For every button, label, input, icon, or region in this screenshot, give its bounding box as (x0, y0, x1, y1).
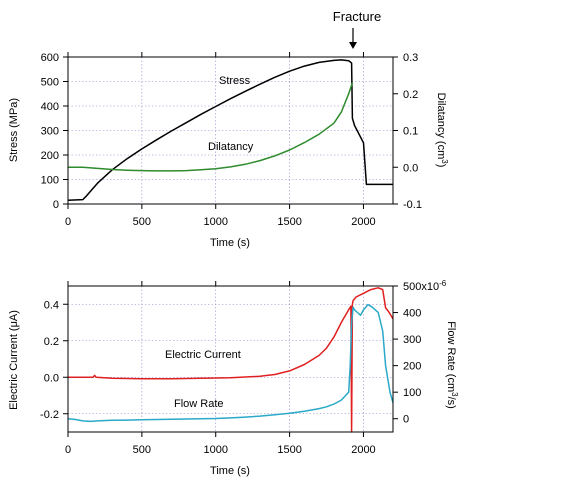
stress-line (67, 59, 393, 202)
y-tick-label: 200 (41, 150, 59, 162)
top-right-axis-title-sup: 3 (440, 159, 449, 164)
y-tick-label: 0.0 (44, 372, 59, 384)
y-tick-label: 100 (41, 175, 59, 187)
electric-current-line (68, 287, 394, 433)
y-tick-label: 0.4 (44, 299, 59, 311)
x-tick-label: 1000 (203, 444, 227, 456)
top-left-axis: 0 100 200 300 400 500 600 (41, 52, 68, 211)
top-right-axis: -0.1 0.0 0.1 0.2 0.3 (393, 52, 422, 211)
x-tick-label: 500 (133, 216, 151, 228)
x-tick-label: 1500 (277, 216, 301, 228)
x-tick-label: 2000 (351, 216, 375, 228)
electric-current-series-label: Electric Current (165, 349, 241, 361)
y2-tick-label: 200 (403, 361, 421, 373)
bottom-right-axis-title-main: Flow Rate (cm (445, 321, 457, 392)
dilatancy-series-label: Dilatancy (208, 141, 254, 153)
x-tick-label: 2000 (351, 444, 375, 456)
y-tick-label: 500 (41, 77, 59, 89)
y2-tick-label: 0.0 (403, 162, 418, 174)
top-grid (68, 57, 393, 204)
y2-tick-label: 0 (403, 414, 409, 426)
y2-exponent: x10 (421, 281, 439, 293)
y2-tick-label: -0.1 (403, 199, 422, 211)
y-tick-label: 0.2 (44, 336, 59, 348)
y2-tick-label: 0.2 (403, 89, 418, 101)
top-series-group (67, 59, 393, 202)
bottom-right-axis-title: Flow Rate (cm3/s) (445, 321, 459, 409)
y2-tick-label: 500x10-6 (403, 279, 447, 293)
top-right-axis-title: Dilatancy (cm3) (435, 93, 449, 168)
top-x-axis-title: Time (s) (210, 237, 250, 249)
y2-tick-label: 400 (403, 308, 421, 320)
bottom-x-axis: 0 500 1000 1500 2000 (65, 281, 376, 456)
flow-rate-series-label: Flow Rate (174, 398, 224, 410)
y2-tick-label: 0.3 (403, 52, 418, 64)
y-tick-label: 400 (41, 101, 59, 113)
top-right-axis-title-main: Dilatancy (cm (435, 93, 447, 160)
y2-tick-label: 0.1 (403, 126, 418, 138)
y2-tick-label: 300 (403, 334, 421, 346)
bottom-right-axis-title-close: /s) (445, 397, 457, 409)
bottom-right-axis: 0 100 200 300 400 500x10-6 (393, 279, 447, 426)
bottom-plot-frame (67, 285, 394, 433)
fracture-annotation: Fracture (333, 9, 381, 24)
bottom-series-group (67, 287, 394, 433)
x-tick-label: 0 (65, 216, 71, 228)
x-tick-label: 0 (65, 444, 71, 456)
top-left-axis-title: Stress (MPa) (8, 98, 20, 162)
fracture-arrow (349, 28, 357, 49)
x-tick-label: 500 (133, 444, 151, 456)
x-tick-label: 1000 (203, 216, 227, 228)
y-tick-label: 600 (41, 52, 59, 64)
y2-tick-label: 100 (403, 387, 421, 399)
flow-rate-line (67, 303, 394, 423)
stress-dilatancy-panel: 0 500 1000 1500 2000 0 100 200 300 400 500 600 -0.… (8, 9, 449, 249)
stress-series-label: Stress (219, 75, 251, 87)
y2-exponent-sup: -6 (439, 279, 447, 288)
top-right-axis-title-close: ) (435, 164, 447, 168)
y-tick-label: -0.2 (40, 409, 59, 421)
top-x-axis: 0 500 1000 1500 2000 (65, 52, 376, 228)
bottom-left-axis: -0.2 0.0 0.2 0.4 (40, 299, 68, 421)
y-tick-label: 300 (41, 126, 59, 138)
bottom-left-axis-title: Electric Current (μA) (8, 310, 20, 410)
current-flow-panel: 0 500 1000 1500 2000 -0.20.00.20.4 010020030… (8, 279, 459, 477)
bottom-x-axis-title: Time (s) (210, 465, 250, 477)
x-tick-label: 1500 (277, 444, 301, 456)
dilatancy-line (68, 82, 354, 172)
y-tick-label: 0 (53, 199, 59, 211)
bottom-right-axis-title-sup: 3 (450, 392, 459, 397)
